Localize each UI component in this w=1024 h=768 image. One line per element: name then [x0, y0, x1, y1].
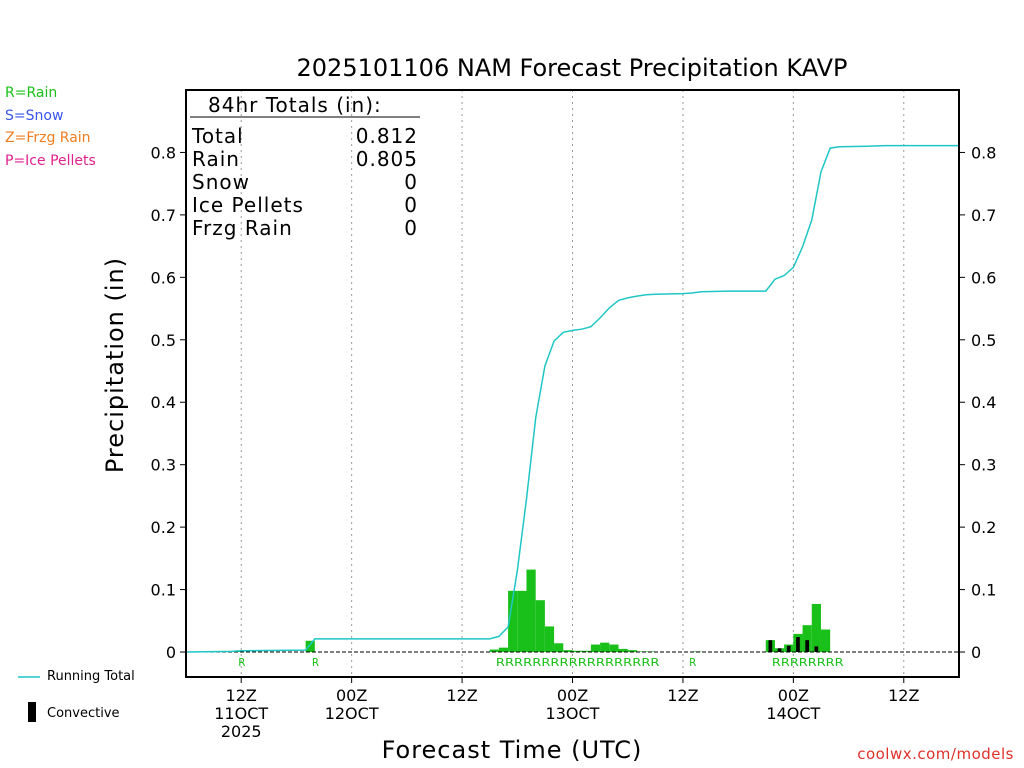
y-tick-label-right: 0.2 [971, 518, 996, 537]
legend-frzg-rain: Z=Frzg Rain [5, 130, 91, 146]
chart-title: 2025101106 NAM Forecast Precipitation KA… [297, 54, 848, 82]
gridlines [240, 90, 905, 677]
totals-label: Total [191, 124, 244, 148]
site-credit[interactable]: coolwx.com/models [857, 745, 1014, 763]
precip-bar [609, 644, 619, 653]
y-tick-label-right: 0.3 [971, 456, 996, 475]
precip-bar [802, 625, 812, 653]
totals-value: 0 [404, 193, 418, 217]
y-tick-label-right: 0.8 [971, 143, 996, 162]
totals-value: 0 [404, 216, 418, 240]
y-tick-label-right: 0 [971, 643, 981, 662]
ptype-label: R [689, 656, 697, 669]
y-tick-label-right: 0.6 [971, 268, 996, 287]
ptype-legend: R=Rain S=Snow Z=Frzg Rain P=Ice Pellets [5, 82, 96, 172]
x-tick-label: 2025 [221, 722, 262, 741]
convective-bar [814, 646, 819, 653]
totals-value: 0 [404, 170, 418, 194]
totals-value: 0.805 [356, 147, 418, 171]
convective-bar [777, 648, 782, 653]
totals-label: Ice Pellets [192, 193, 304, 217]
precip-bar [636, 651, 647, 653]
y-tick-label-left: 0.8 [151, 143, 176, 162]
y-tick-label-left: 0.4 [151, 393, 176, 412]
precip-bar [489, 649, 499, 653]
precip-bar [563, 650, 573, 653]
ptype-labels: R R RRRRRRRRRRRRRRRRRR R RRRRRRRR [238, 656, 844, 669]
convective-bar [796, 637, 800, 653]
x-tick-label: 00Z [336, 686, 367, 705]
convective-bars-group [768, 637, 819, 653]
bars-group [232, 569, 831, 653]
precip-bar [618, 648, 628, 653]
y-tick-label-left: 0.3 [151, 456, 176, 475]
x-tick-label: 12Z [446, 686, 477, 705]
legend-snow: S=Snow [5, 107, 64, 124]
x-tick-label: 12Z [667, 686, 698, 705]
convective-bar [786, 645, 791, 653]
running-total-legend-label: Running Total [47, 669, 135, 684]
ptype-label: RRRRRRRRRRRRRRRRRR [496, 656, 660, 669]
y-axis-left: 0 0.1 0.2 0.3 0.4 0.5 0.6 0.7 0.8 [151, 143, 186, 662]
precip-bar [305, 640, 315, 653]
ptype-label: R [312, 656, 320, 669]
y-tick-label-right: 0.4 [971, 393, 996, 412]
y-tick-label-left: 0 [166, 643, 176, 662]
legend-ice-pellets: P=Ice Pellets [5, 152, 96, 169]
precip-bar [544, 626, 555, 653]
y-tick-label-left: 0.7 [151, 206, 176, 225]
totals-header: 84hr Totals (in): [208, 93, 382, 117]
y-tick-label-right: 0.7 [971, 206, 996, 225]
precip-bar [627, 650, 637, 653]
precip-bar [535, 600, 545, 653]
x-axis-label: Forecast Time (UTC) [382, 736, 643, 764]
ptype-label: RRRRRRRR [772, 656, 844, 669]
precip-bar [811, 603, 821, 653]
legend-rain: R=Rain [5, 85, 58, 101]
y-axis-right: 0 0.1 0.2 0.3 0.4 0.5 0.6 0.7 0.8 [959, 143, 996, 662]
x-tick-label: 14OCT [766, 704, 820, 723]
totals-rows: Total 0.812 Rain 0.805 Snow 0 Ice Pellets 0 Frzg… [191, 124, 418, 240]
totals-label: Frzg Rain [192, 216, 293, 240]
x-tick-label: 13OCT [546, 704, 600, 723]
precip-bar [590, 644, 601, 653]
convective-legend-swatch [28, 702, 36, 722]
y-axis-label: Precipitation (in) [101, 257, 129, 473]
x-tick-label: 00Z [557, 686, 588, 705]
precip-bar [526, 569, 536, 653]
y-tick-label-right: 0.5 [971, 331, 996, 350]
precip-bar [498, 647, 509, 653]
precip-bar [517, 590, 527, 653]
x-tick-label: 12OCT [325, 704, 379, 723]
precip-bar [572, 650, 582, 653]
convective-legend-label: Convective [47, 706, 120, 721]
running-total-line [185, 144, 959, 653]
y-tick-label-right: 0.1 [971, 581, 996, 600]
totals-label: Rain [192, 147, 240, 171]
convective-bar [805, 640, 810, 653]
totals-box: 84hr Totals (in): Total 0.812 Rain 0.805 Sno… [190, 93, 420, 240]
x-tick-label: 12Z [888, 686, 919, 705]
y-tick-label-left: 0.6 [151, 268, 176, 287]
x-tick-label: 00Z [778, 686, 809, 705]
y-tick-label-left: 0.5 [151, 331, 176, 350]
totals-value: 0.812 [356, 124, 418, 148]
totals-label: Snow [192, 170, 250, 194]
precip-bar [820, 629, 831, 653]
precip-bar [581, 650, 591, 653]
x-tick-label: 11OCT [214, 704, 268, 723]
precip-bar [600, 642, 610, 653]
y-tick-label-left: 0.1 [151, 581, 176, 600]
precip-bar [554, 643, 564, 653]
x-tick-label: 12Z [226, 686, 257, 705]
precip-bar [508, 590, 518, 653]
ptype-label: R [238, 656, 246, 669]
y-tick-label-left: 0.2 [151, 518, 176, 537]
convective-bar [768, 640, 773, 653]
